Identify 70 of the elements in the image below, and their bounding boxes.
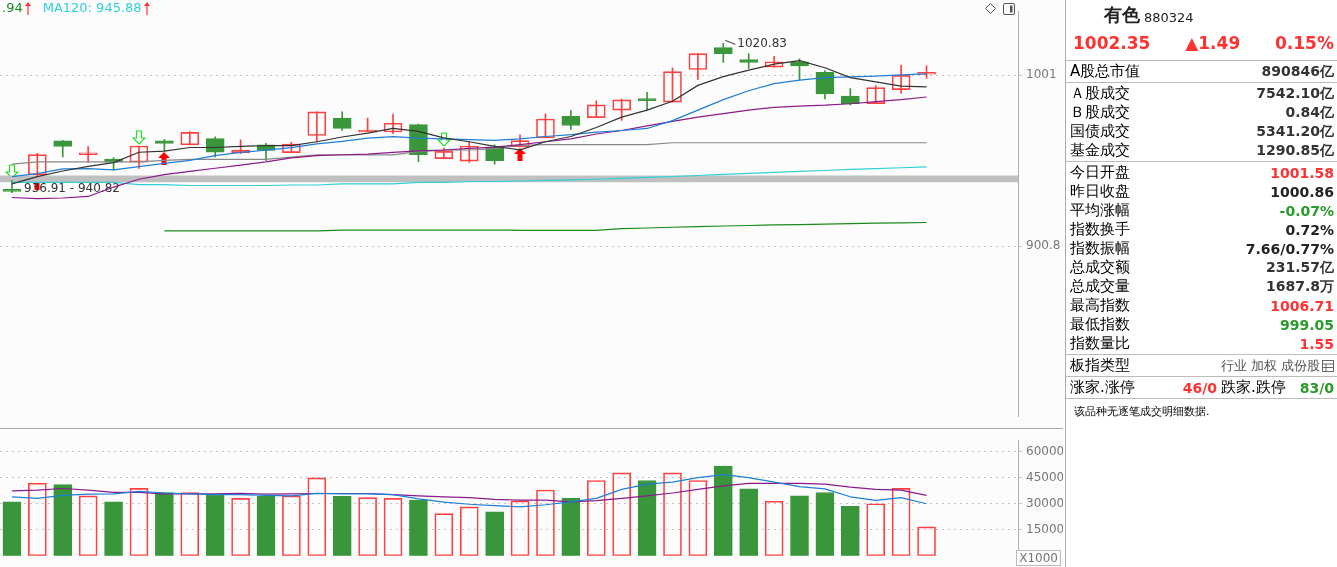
text: 指数换手 (1070, 220, 1130, 239)
text: 总成交量 (1070, 277, 1130, 296)
text: 1290.85亿 (1256, 141, 1334, 160)
text: MA120: 945.88 (42, 0, 142, 16)
bar (256, 496, 276, 556)
bar (815, 492, 835, 556)
bar (561, 498, 581, 556)
text: 7542.10亿 (1256, 84, 1334, 103)
text: 890846亿 (1261, 62, 1334, 81)
text: 最低指数 (1070, 315, 1130, 334)
bar (2, 501, 22, 556)
text: 国债成交 (1070, 122, 1130, 141)
text: X1000 (1016, 550, 1061, 566)
bar (790, 495, 809, 556)
bar (409, 499, 428, 556)
candlestick (637, 91, 657, 111)
text: 基金成交 (1070, 141, 1130, 160)
text: 1687.8万 (1265, 277, 1334, 296)
text: A股总市值 (1070, 62, 1141, 81)
text: 0.72% (1285, 221, 1334, 238)
text: 7.66/0.77% (1245, 240, 1334, 257)
text: 最高指数 (1070, 296, 1130, 315)
text: Ｂ股成交 (1070, 103, 1130, 122)
text: 平均涨幅 (1070, 201, 1130, 220)
text: 跌家.跌停 (1221, 378, 1287, 397)
text: 1002.35 (1073, 33, 1151, 53)
annotation: 1020.83 (737, 36, 787, 51)
text: 1001.58 (1270, 164, 1334, 181)
y-tick-label: 30000 (1026, 496, 1065, 511)
text: Ａ股成交 (1070, 84, 1130, 103)
bar (713, 465, 733, 556)
text: 昨日收盘 (1070, 182, 1130, 201)
bar (205, 494, 225, 556)
y-tick-label: 900.8 (1026, 238, 1061, 253)
bar (840, 505, 860, 556)
text: 0.15% (1275, 33, 1334, 53)
text: 板指类型 (1070, 356, 1130, 375)
text: 1.55 (1299, 335, 1334, 352)
text: 该品种无逐笔成交明细数据. (1073, 404, 1211, 419)
bar (332, 496, 352, 556)
y-tick-label: 60000 (1026, 444, 1065, 459)
text: 指数振幅 (1070, 239, 1130, 258)
text: .94 (2, 0, 23, 16)
text: 880324 (1144, 10, 1194, 25)
text: 231.57亿 (1265, 258, 1334, 277)
bar (637, 480, 657, 556)
text: 今日开盘 (1070, 163, 1130, 182)
text: 总成交额 (1070, 258, 1130, 277)
y-tick-label: 45000 (1026, 470, 1065, 485)
text: -0.07% (1279, 202, 1334, 219)
y-tick-label: 15000 (1026, 521, 1065, 536)
text: 999.05 (1279, 316, 1334, 333)
text: 1000.86 (1270, 183, 1334, 200)
text: 0.84亿 (1285, 103, 1334, 122)
bar (485, 511, 504, 556)
text: 涨家.涨停 (1070, 378, 1136, 397)
candlestick (739, 53, 759, 69)
text: 83/0 (1299, 379, 1334, 396)
text: 5341.20亿 (1256, 122, 1334, 141)
text: 行业 加权 成份股 (1220, 356, 1320, 375)
bar (739, 488, 759, 556)
y-tick-label: 1001 (1026, 67, 1057, 82)
bar (104, 501, 123, 556)
text: 有色 (1104, 3, 1140, 27)
text: 46/0 (1181, 379, 1217, 396)
text: ▲1.49 (1185, 33, 1241, 53)
text: 1006.71 (1270, 297, 1334, 314)
bar (53, 484, 73, 556)
text: 指数量比 (1070, 334, 1130, 353)
bar (155, 492, 174, 556)
